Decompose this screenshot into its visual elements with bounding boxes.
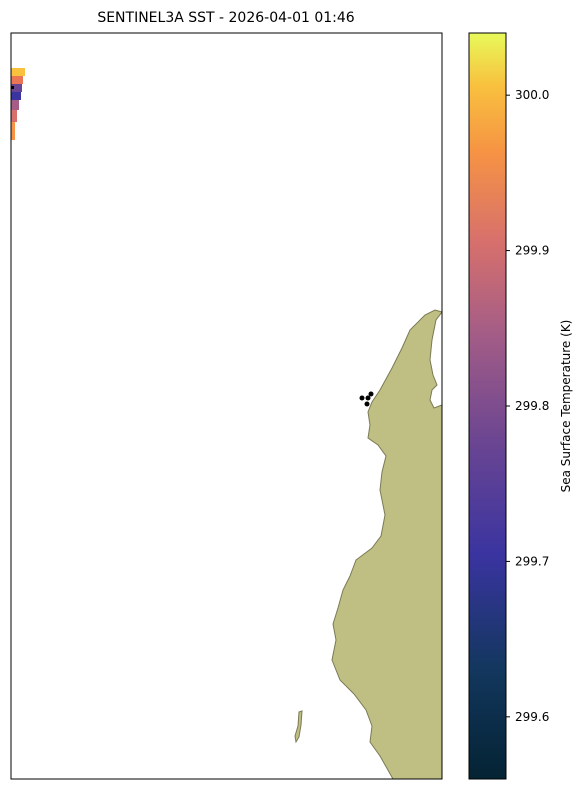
colorbar-tick-label: 300.0	[515, 88, 549, 102]
sst-swath	[11, 68, 25, 140]
colorbar-label: Sea Surface Temperature (K)	[559, 320, 573, 493]
colorbar-gradient	[468, 32, 507, 780]
map-title: SENTINEL3A SST - 2026-04-01 01:46	[97, 10, 354, 26]
colorbar-tick-label: 299.9	[515, 244, 549, 258]
colorbar-tick-label: 299.8	[515, 399, 549, 413]
island	[294, 710, 303, 744]
land	[331, 309, 443, 780]
colorbar-tick-label: 299.7	[515, 554, 549, 568]
colorbar-tick-label: 299.6	[515, 710, 549, 724]
map-frame	[10, 32, 443, 780]
points	[359, 391, 374, 407]
colorbar: 299.6 299.7 299.8 299.9 300.0	[468, 32, 549, 780]
map-area	[10, 32, 443, 780]
